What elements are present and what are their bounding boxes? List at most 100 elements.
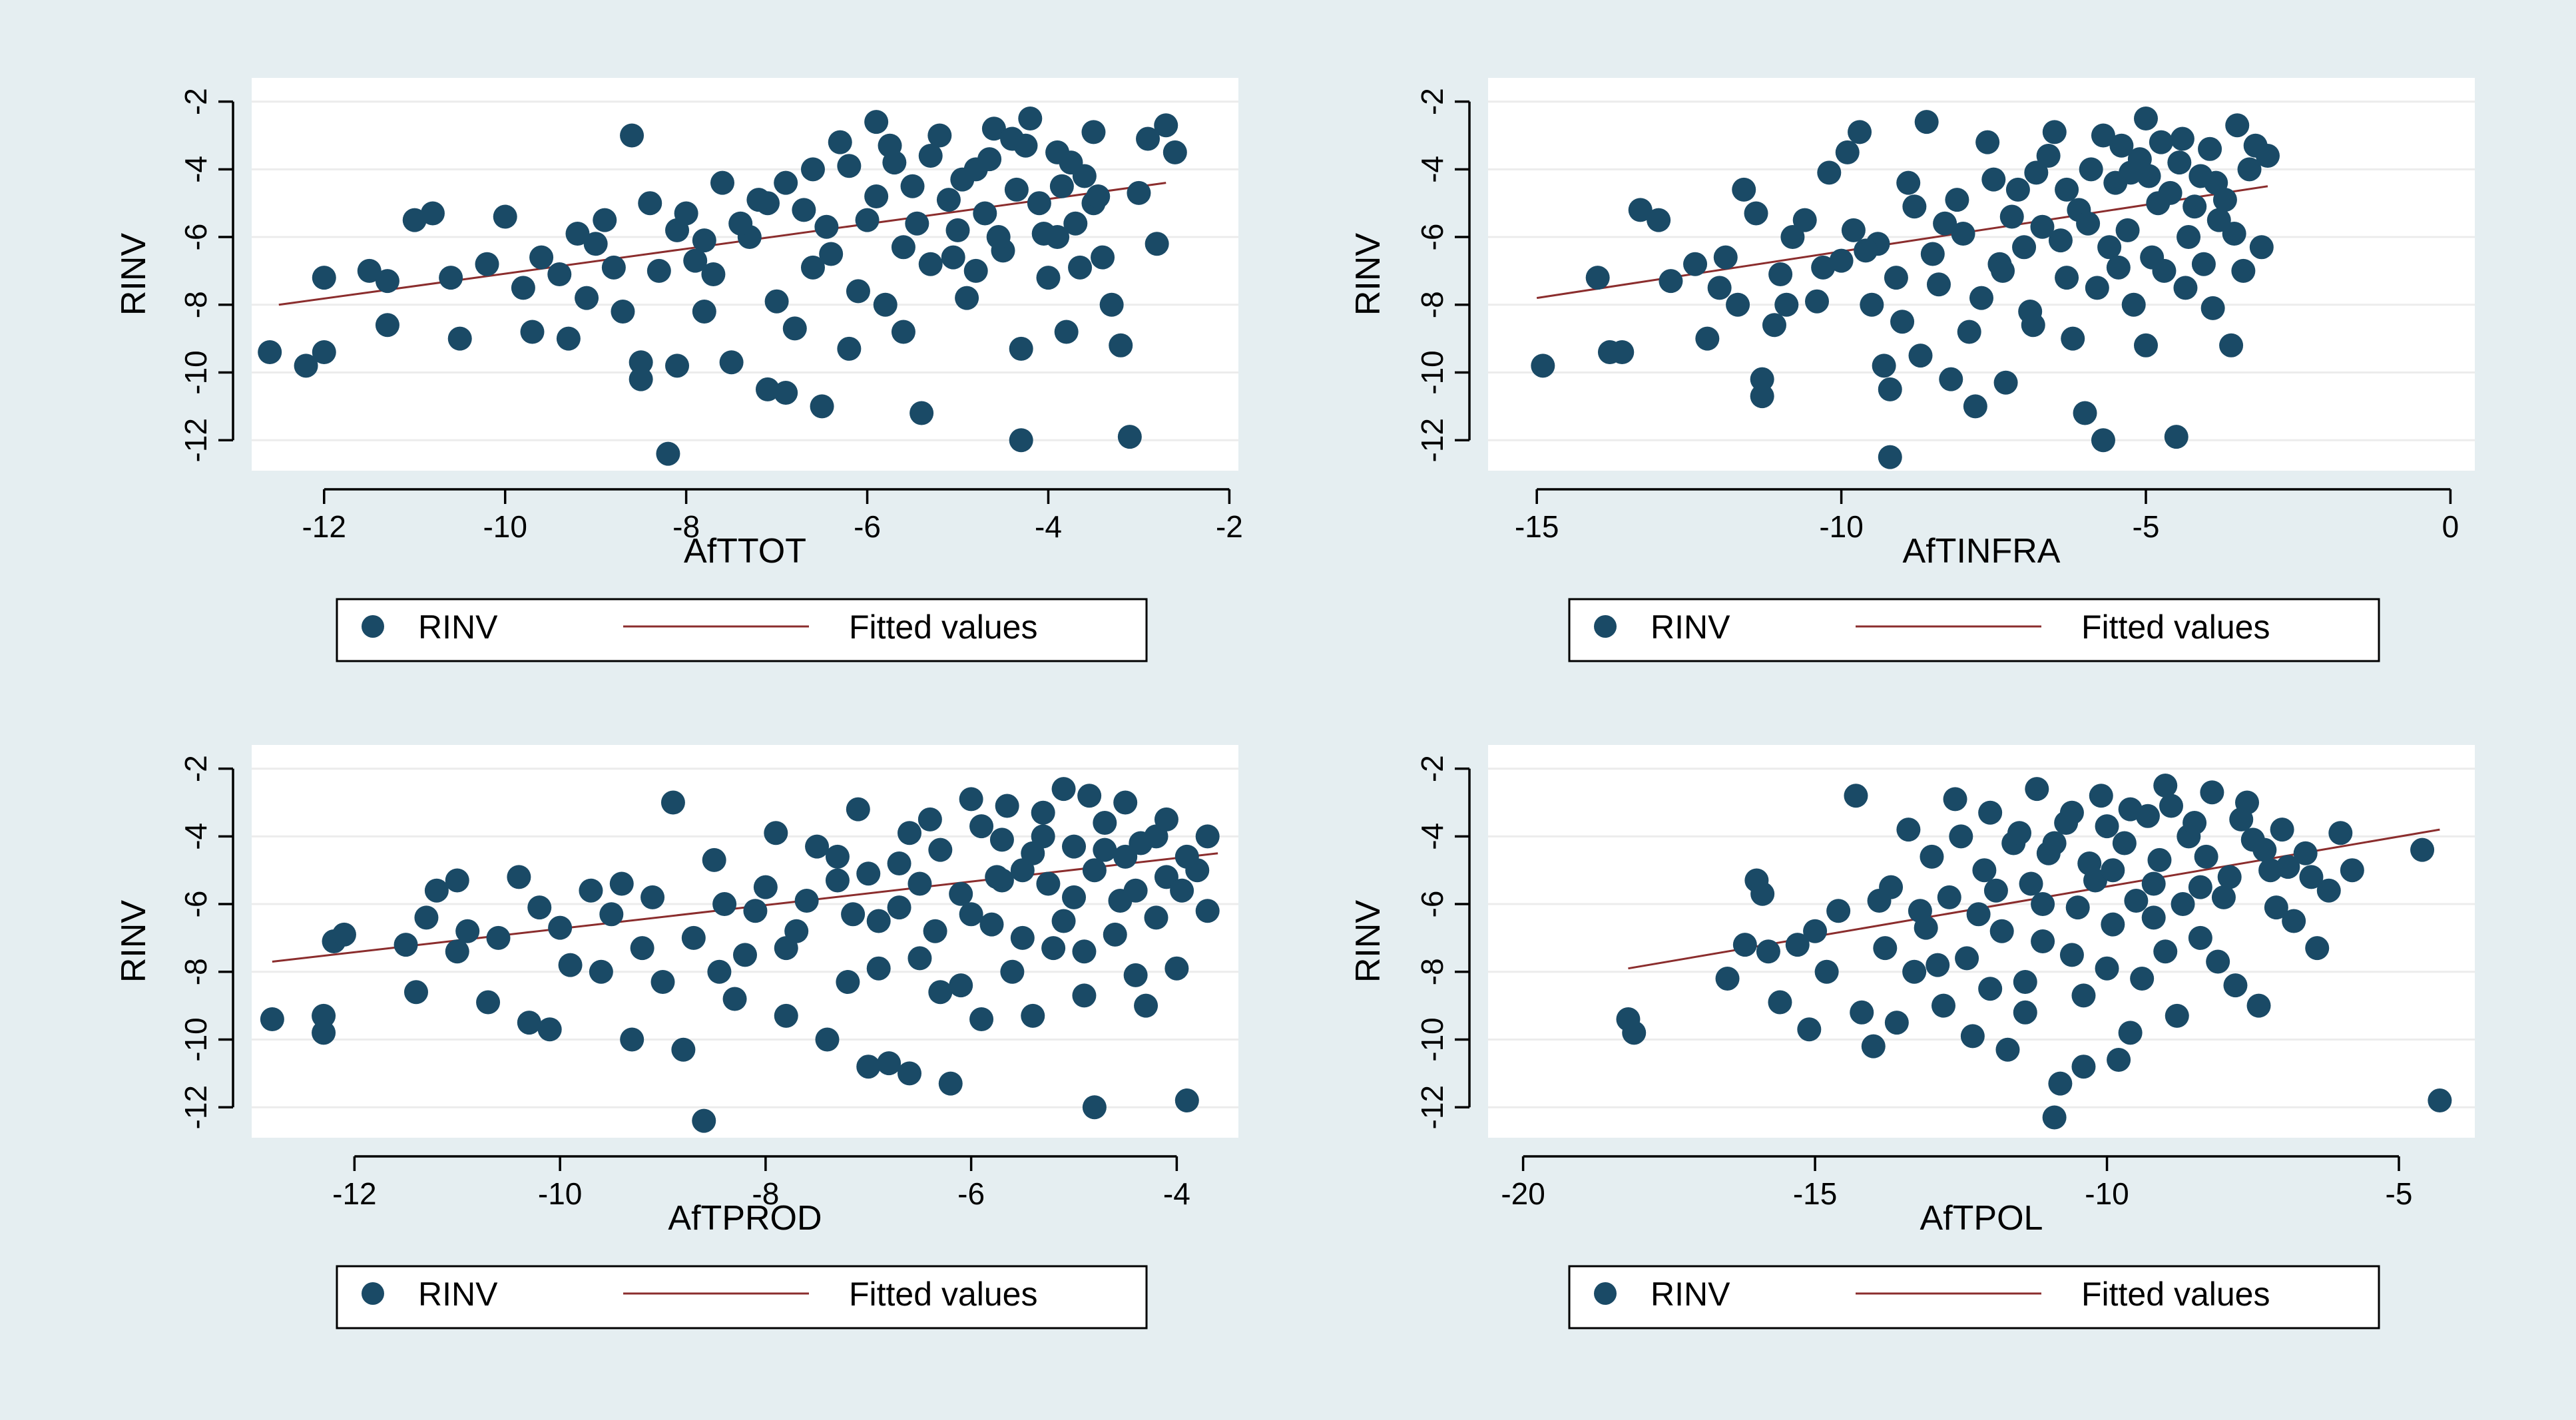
data-point xyxy=(2225,113,2250,138)
legend-marker-rinv xyxy=(362,1282,384,1305)
data-point xyxy=(866,909,891,933)
data-point xyxy=(2118,1021,2143,1045)
data-point xyxy=(583,232,608,256)
data-point xyxy=(1004,177,1029,202)
data-point xyxy=(2055,266,2079,290)
data-point xyxy=(1848,120,1872,144)
data-point xyxy=(1937,885,1961,909)
data-point xyxy=(1969,286,1993,310)
data-point xyxy=(2153,939,2178,964)
data-point xyxy=(1051,909,1076,933)
data-point xyxy=(1013,133,1038,158)
data-point xyxy=(1902,959,1927,984)
data-point xyxy=(1896,170,1921,195)
data-point xyxy=(2200,780,2224,805)
data-point xyxy=(2188,875,2212,899)
data-point xyxy=(2095,956,2119,981)
data-point xyxy=(959,787,983,812)
data-point xyxy=(1989,919,2014,943)
data-point xyxy=(445,868,469,893)
data-point xyxy=(2217,865,2242,889)
x-tick-label: -2 xyxy=(1216,509,1243,544)
data-point xyxy=(692,228,716,253)
data-point xyxy=(1890,310,1915,334)
data-point xyxy=(2223,973,2248,998)
x-tick-label: -12 xyxy=(302,509,346,544)
data-point xyxy=(1762,313,1786,338)
data-point xyxy=(837,336,862,361)
data-point xyxy=(814,214,839,239)
legend: RINV Fitted values xyxy=(336,1265,1148,1329)
x-axis-label: AfTTOT xyxy=(684,532,806,571)
data-point xyxy=(2158,180,2183,205)
data-point xyxy=(445,939,469,964)
data-point xyxy=(1713,245,1738,270)
data-point xyxy=(1841,218,1866,242)
data-point xyxy=(476,990,501,1015)
data-point xyxy=(1072,983,1097,1008)
legend-box xyxy=(1568,598,2380,662)
data-point xyxy=(1715,966,1740,991)
x-tick-label: -12 xyxy=(332,1176,376,1211)
data-point xyxy=(864,110,889,134)
data-point xyxy=(332,922,356,947)
data-point xyxy=(1750,384,1774,409)
data-point xyxy=(2211,885,2236,909)
data-point xyxy=(2101,858,2125,883)
data-point xyxy=(2024,160,2049,185)
data-point xyxy=(701,262,726,286)
data-point xyxy=(1902,194,1927,219)
y-tick-label: -10 xyxy=(178,1017,213,1061)
data-point xyxy=(2091,123,2115,148)
data-point xyxy=(517,1011,541,1035)
data-point xyxy=(1062,834,1086,859)
data-point xyxy=(945,218,970,242)
data-point xyxy=(1732,177,1756,202)
data-point xyxy=(1009,336,1033,361)
data-point xyxy=(1750,881,1775,906)
gridlines xyxy=(1488,768,2475,1108)
data-point xyxy=(1072,939,1097,964)
y-tick-label: -12 xyxy=(1415,1085,1449,1129)
data-point xyxy=(1960,1024,1985,1049)
data-point xyxy=(1117,425,1142,449)
data-point xyxy=(692,299,716,324)
data-point xyxy=(2188,925,2212,950)
data-point xyxy=(878,133,902,158)
data-point xyxy=(805,834,830,859)
y-tick-label: -6 xyxy=(178,891,213,918)
data-point xyxy=(1647,208,1671,232)
data-point xyxy=(1695,326,1720,351)
data-point xyxy=(2147,847,2172,872)
data-point xyxy=(2249,235,2274,260)
legend: RINV Fitted values xyxy=(1568,598,2380,662)
data-point xyxy=(1981,167,2006,192)
data-point xyxy=(2121,292,2146,317)
data-point xyxy=(1867,888,1892,913)
data-point xyxy=(2159,794,2183,818)
data-point xyxy=(656,441,680,466)
data-point xyxy=(1955,946,1979,971)
data-point xyxy=(923,919,947,943)
data-point xyxy=(402,208,427,232)
data-point xyxy=(928,980,953,1005)
data-point xyxy=(2135,804,2160,828)
data-point xyxy=(828,130,852,154)
data-point xyxy=(1896,818,1921,842)
data-point xyxy=(891,320,915,344)
data-point xyxy=(1144,905,1168,930)
data-point xyxy=(1154,113,1178,138)
data-point xyxy=(774,381,798,405)
data-point xyxy=(2031,892,2055,917)
data-point xyxy=(810,394,834,419)
fitted-line-layer xyxy=(1536,185,2268,300)
data-point xyxy=(989,828,1014,852)
data-point xyxy=(918,252,943,276)
data-point xyxy=(825,844,850,869)
data-point xyxy=(764,289,789,314)
data-point xyxy=(630,936,654,961)
data-point xyxy=(312,1021,336,1045)
data-point xyxy=(1068,255,1093,280)
data-point xyxy=(312,340,336,364)
data-point xyxy=(1932,993,1955,1018)
